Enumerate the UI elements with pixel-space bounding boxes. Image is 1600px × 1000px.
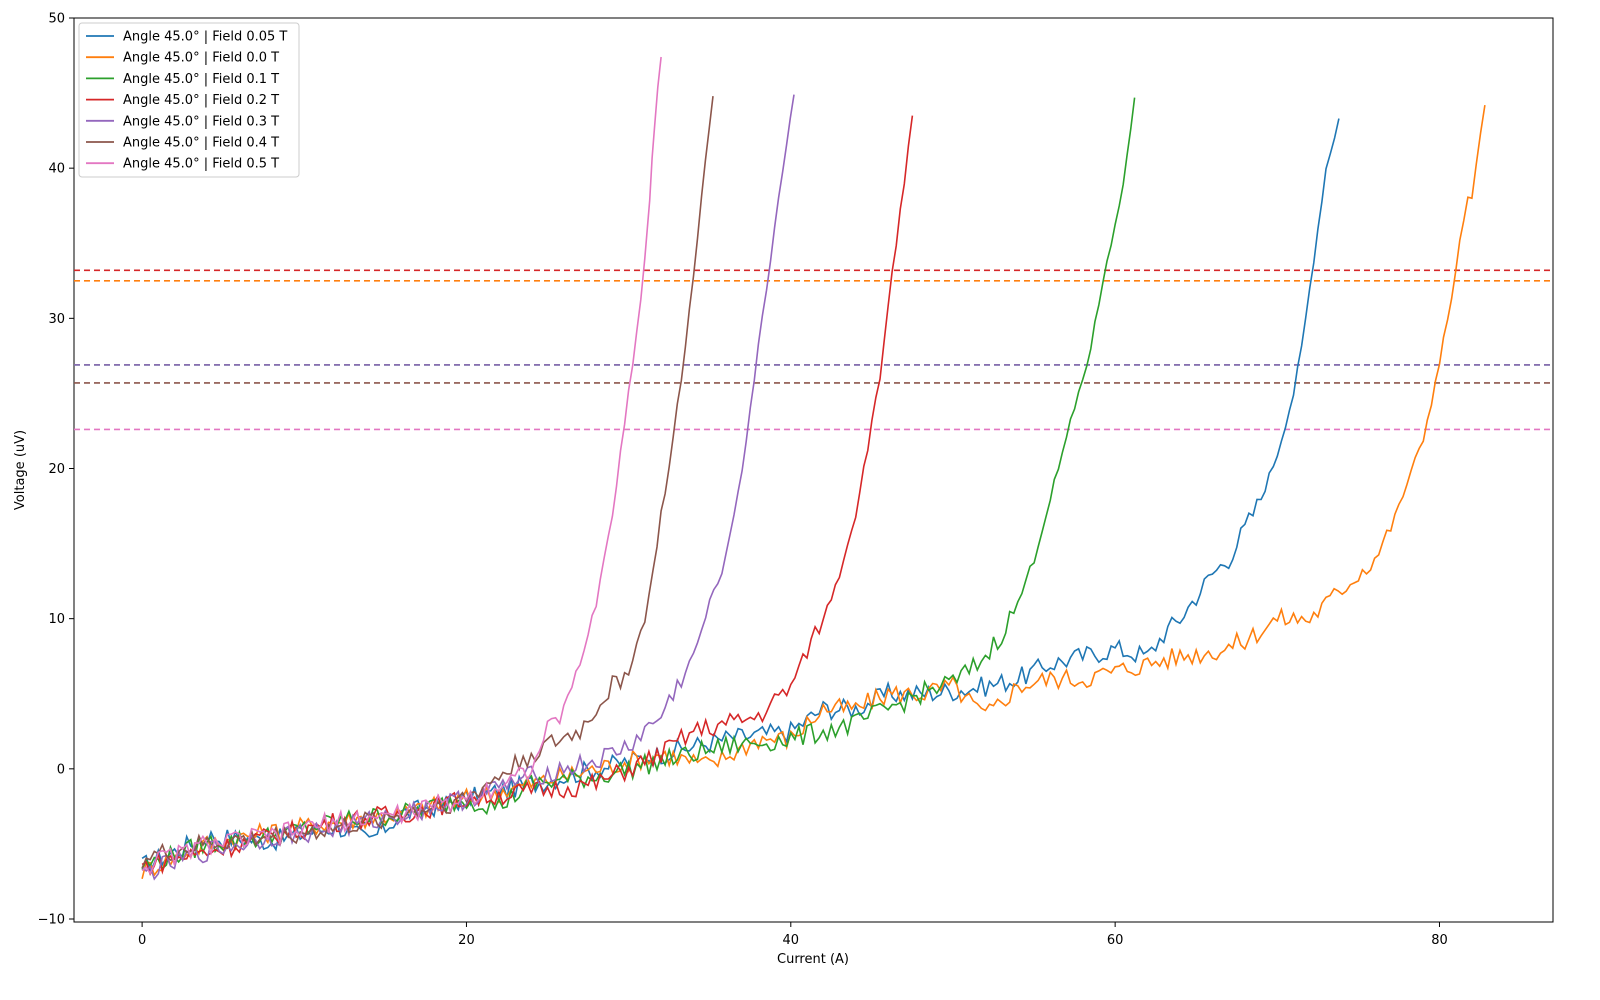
x-tick-label: 0 <box>138 933 146 948</box>
y-tick-label: 40 <box>48 162 65 177</box>
y-tick-label: 0 <box>57 762 65 777</box>
series-line-4 <box>141 94 795 881</box>
y-tick-label: 20 <box>48 462 65 477</box>
series-line-5 <box>141 96 714 869</box>
legend-box <box>78 22 300 178</box>
x-tick-label: 40 <box>783 933 800 948</box>
legend-entry-4: Angle 45.0° | Field 0.3 T <box>123 114 279 129</box>
x-tick-label: 20 <box>458 933 475 948</box>
y-tick-label: 50 <box>48 12 65 27</box>
y-axis: −10 0 10 20 30 40 50 <box>38 12 74 927</box>
x-axis-label: Current (A) <box>777 952 849 967</box>
x-tick-label: 80 <box>1431 933 1448 948</box>
y-tick-label: −10 <box>38 912 65 927</box>
legend-entry-6: Angle 45.0° | Field 0.5 T <box>123 157 279 172</box>
y-tick-label: 10 <box>48 612 65 627</box>
plot-area <box>73 17 1554 923</box>
series-line-6 <box>141 56 662 875</box>
legend-entry-2: Angle 45.0° | Field 0.1 T <box>123 72 279 87</box>
y-tick-label: 30 <box>48 312 65 327</box>
legend-entry-5: Angle 45.0° | Field 0.4 T <box>123 136 279 151</box>
series-lines <box>141 56 1486 881</box>
threshold-lines <box>74 269 1553 431</box>
legend-entry-1: Angle 45.0° | Field 0.0 T <box>123 51 279 66</box>
series-line-2 <box>141 97 1136 870</box>
x-axis: 0 20 40 60 80 <box>138 922 1448 948</box>
series-line-0 <box>141 118 1340 875</box>
legend-entry-0: Angle 45.0° | Field 0.05 T <box>123 30 287 45</box>
x-tick-label: 60 <box>1107 933 1124 948</box>
series-line-1 <box>141 104 1486 879</box>
legend: Angle 45.0° | Field 0.05 T Angle 45.0° | … <box>78 22 300 178</box>
legend-entry-3: Angle 45.0° | Field 0.2 T <box>123 93 279 108</box>
y-axis-label: Voltage (uV) <box>13 430 28 510</box>
